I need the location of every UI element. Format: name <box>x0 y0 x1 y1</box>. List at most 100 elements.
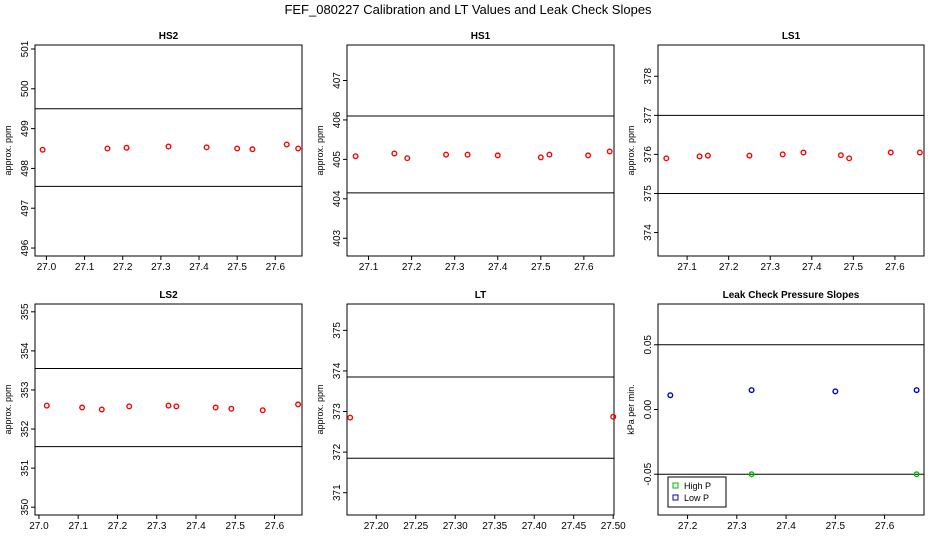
y-tick-label: 375 <box>332 322 343 339</box>
data-point <box>610 413 617 420</box>
data-point <box>837 152 844 159</box>
x-tick-label: 27.3 <box>147 521 167 532</box>
x-tick-label: 27.2 <box>108 521 128 532</box>
chart-title: Leak Check Pressure Slopes <box>723 290 860 301</box>
y-tick-label: 373 <box>332 403 343 420</box>
data-point <box>391 150 398 157</box>
x-tick-label: 27.5 <box>531 262 551 273</box>
legend-label: High P <box>684 481 711 491</box>
data-point <box>104 145 111 152</box>
data-point <box>259 407 266 414</box>
x-tick-label: 27.1 <box>359 262 379 273</box>
y-tick-label: 376 <box>643 146 654 163</box>
x-tick-label: 27.3 <box>151 262 171 273</box>
data-point <box>79 404 86 411</box>
x-tick-label: 27.5 <box>226 521 246 532</box>
data-point <box>228 405 235 412</box>
y-tick-label: 372 <box>332 443 343 460</box>
data-point <box>746 152 753 159</box>
y-axis-label: approx. ppm <box>315 125 325 175</box>
y-tick-label: 355 <box>20 303 31 320</box>
y-tick-label: 499 <box>20 120 31 137</box>
y-tick-label: 353 <box>20 381 31 398</box>
data-point <box>800 149 807 156</box>
data-point <box>234 145 241 152</box>
data-point <box>352 153 359 160</box>
data-point <box>123 144 130 151</box>
x-tick-label: 27.25 <box>403 521 428 532</box>
x-tick-label: 27.2 <box>402 262 422 273</box>
data-point <box>295 145 302 152</box>
legend-box <box>667 476 727 508</box>
data-point <box>667 392 674 399</box>
data-point <box>165 143 172 150</box>
y-tick-label: 352 <box>20 420 31 437</box>
y-tick-label: 403 <box>332 229 343 246</box>
x-tick-label: 27.40 <box>522 521 547 532</box>
data-point <box>748 387 755 394</box>
y-axis-label: approx. ppm <box>3 384 13 434</box>
y-tick-label: 371 <box>332 484 343 501</box>
data-point <box>404 155 411 162</box>
x-tick-label: 27.3 <box>727 521 747 532</box>
x-tick-label: 27.2 <box>113 262 133 273</box>
data-point <box>913 471 920 478</box>
y-tick-label: 351 <box>20 459 31 476</box>
data-point <box>696 153 703 160</box>
y-tick-label: 404 <box>332 190 343 207</box>
x-tick-label: 27.4 <box>186 521 206 532</box>
data-point <box>173 403 180 410</box>
data-point <box>585 152 592 159</box>
x-tick-label: 27.2 <box>678 521 698 532</box>
y-tick-label: 406 <box>332 111 343 128</box>
y-tick-label: 354 <box>20 342 31 359</box>
y-tick-label: 0.05 <box>643 335 654 355</box>
data-point <box>913 387 920 394</box>
data-point <box>546 151 553 158</box>
x-tick-label: 27.1 <box>677 262 697 273</box>
y-tick-label: 378 <box>643 67 654 84</box>
y-axis-label: approx. ppm <box>315 384 325 434</box>
y-tick-label: 407 <box>332 72 343 89</box>
x-tick-label: 27.6 <box>885 262 905 273</box>
x-tick-label: 27.6 <box>265 521 285 532</box>
data-point <box>347 414 354 421</box>
chart-title: LS1 <box>782 31 801 42</box>
data-point <box>295 401 302 408</box>
data-point <box>249 146 256 153</box>
data-point <box>464 151 471 158</box>
y-tick-label: 377 <box>643 107 654 124</box>
x-tick-label: 27.45 <box>561 521 586 532</box>
data-point <box>887 149 894 156</box>
data-point <box>126 403 133 410</box>
chart-panel: HS2 27.0 27.1 27.2 27.3 27.4 27.5 27.6 496 497 498… <box>3 31 303 273</box>
x-tick-label: 27.1 <box>75 262 95 273</box>
data-point <box>283 141 290 148</box>
y-axis-label: approx. ppm <box>3 125 13 175</box>
y-tick-label: 350 <box>20 498 31 515</box>
data-point <box>663 155 670 162</box>
chart-title: HS1 <box>471 31 491 42</box>
legend-marker <box>672 494 679 501</box>
x-tick-label: 27.2 <box>719 262 739 273</box>
x-tick-label: 27.4 <box>802 262 822 273</box>
y-tick-label: 375 <box>643 185 654 202</box>
data-point <box>212 404 219 411</box>
x-tick-label: 27.4 <box>776 521 796 532</box>
x-tick-label: 27.5 <box>227 262 247 273</box>
y-tick-label: -0.05 <box>643 462 654 485</box>
y-axis-label: kPa per min. <box>626 384 636 435</box>
main-title: FEF_080227 Calibration and LT Values and… <box>284 2 652 17</box>
y-tick-label: 496 <box>20 239 31 256</box>
x-tick-label: 27.6 <box>266 262 286 273</box>
data-point <box>43 402 50 409</box>
plot-frame <box>346 44 615 257</box>
x-tick-label: 27.3 <box>445 262 465 273</box>
y-tick-label: 374 <box>332 362 343 379</box>
y-tick-label: 497 <box>20 199 31 216</box>
chart-panel: Leak Check Pressure Slopes 27.2 27.3 27.4 27… <box>626 290 925 532</box>
legend-label: Low P <box>684 493 709 503</box>
y-tick-label: 500 <box>20 80 31 97</box>
plot-frame <box>34 44 303 257</box>
